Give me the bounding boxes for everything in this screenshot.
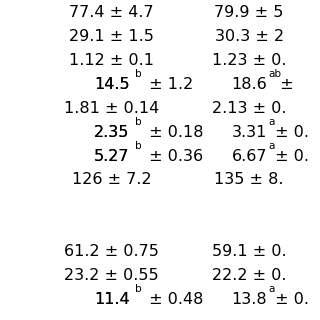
Text: 11.4: 11.4 [94,292,130,307]
Text: b: b [135,284,142,294]
Text: a: a [268,116,275,127]
Text: ± 0.: ± 0. [270,148,309,164]
Text: ± 0.: ± 0. [270,125,309,140]
Text: a: a [268,140,275,150]
Text: b: b [135,140,142,150]
Text: 79.9 ± 5: 79.9 ± 5 [214,5,284,20]
Text: 18.6: 18.6 [231,77,267,92]
Text: ±: ± [275,77,299,92]
Text: 2.13 ± 0.: 2.13 ± 0. [212,101,286,116]
Text: 59.1 ± 0.: 59.1 ± 0. [212,244,286,259]
Text: 2.35: 2.35 [94,125,130,140]
Text: ± 1.2: ± 1.2 [144,77,193,92]
Text: ± 0.36: ± 0.36 [144,148,203,164]
Text: a: a [268,284,275,294]
Text: ± 0.: ± 0. [270,292,309,307]
Text: 14.5: 14.5 [94,77,130,92]
Text: 14.5: 14.5 [94,77,130,92]
Text: 135 ± 8.: 135 ± 8. [214,172,284,188]
Text: 11.4: 11.4 [94,292,130,307]
Text: 77.4 ± 4.7: 77.4 ± 4.7 [69,5,154,20]
Text: 3.31: 3.31 [231,125,267,140]
Text: ab: ab [268,69,282,79]
Text: 22.2 ± 0.: 22.2 ± 0. [212,268,286,283]
Text: 29.1 ± 1.5: 29.1 ± 1.5 [69,29,154,44]
Text: 5.27: 5.27 [94,148,130,164]
Text: 23.2 ± 0.55: 23.2 ± 0.55 [65,268,159,283]
Text: 5.27: 5.27 [94,148,130,164]
Text: 126 ± 7.2: 126 ± 7.2 [72,172,152,188]
Text: 13.8: 13.8 [231,292,267,307]
Text: 1.12 ± 0.1: 1.12 ± 0.1 [69,53,154,68]
Text: 30.3 ± 2: 30.3 ± 2 [215,29,284,44]
Text: 1.23 ± 0.: 1.23 ± 0. [212,53,286,68]
Text: 1.81 ± 0.14: 1.81 ± 0.14 [64,101,159,116]
Text: 2.35: 2.35 [94,125,130,140]
Text: ± 0.48: ± 0.48 [144,292,203,307]
Text: 61.2 ± 0.75: 61.2 ± 0.75 [64,244,159,259]
Text: 6.67: 6.67 [231,148,267,164]
Text: ± 0.18: ± 0.18 [144,125,203,140]
Text: b: b [135,116,142,127]
Text: b: b [135,69,142,79]
